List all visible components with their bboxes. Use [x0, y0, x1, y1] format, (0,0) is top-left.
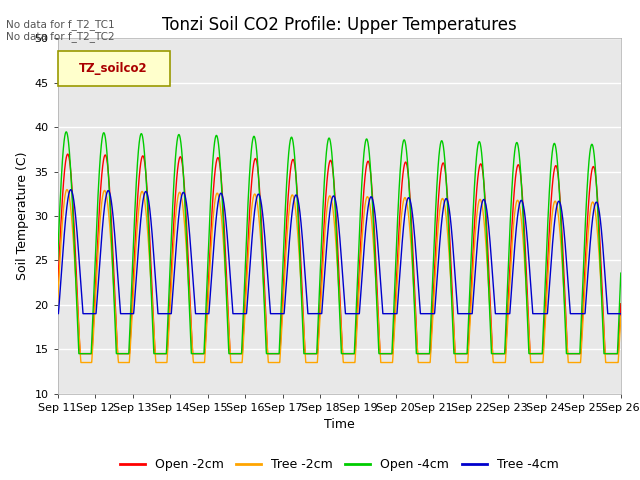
X-axis label: Time: Time [324, 418, 355, 431]
Text: No data for f_T2_TC2: No data for f_T2_TC2 [6, 31, 115, 42]
Text: No data for f_T2_TC1: No data for f_T2_TC1 [6, 19, 115, 30]
Y-axis label: Soil Temperature (C): Soil Temperature (C) [16, 152, 29, 280]
Title: Tonzi Soil CO2 Profile: Upper Temperatures: Tonzi Soil CO2 Profile: Upper Temperatur… [162, 16, 516, 34]
Legend: Open -2cm, Tree -2cm, Open -4cm, Tree -4cm: Open -2cm, Tree -2cm, Open -4cm, Tree -4… [115, 453, 564, 476]
Text: TZ_soilco2: TZ_soilco2 [79, 62, 147, 75]
FancyBboxPatch shape [58, 51, 170, 86]
